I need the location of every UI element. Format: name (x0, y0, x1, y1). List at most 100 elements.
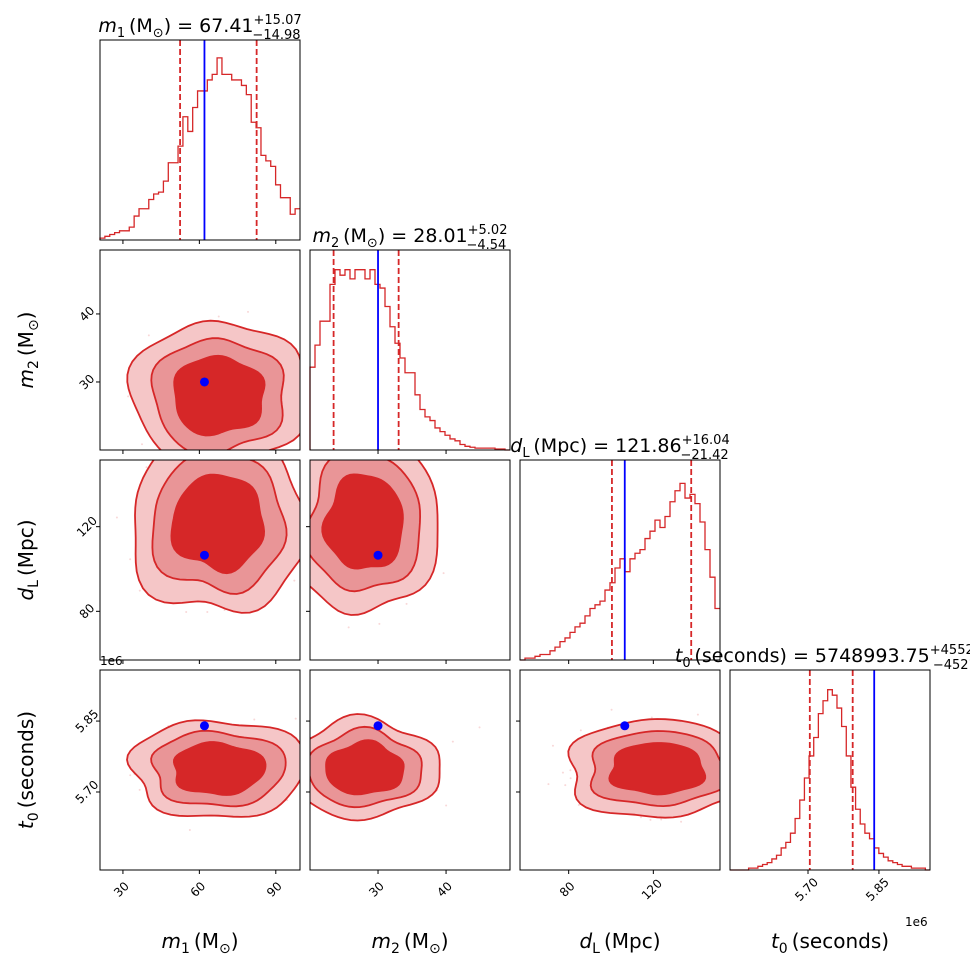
sample-point (660, 818, 663, 821)
sample-point (188, 828, 191, 831)
sample-point (739, 776, 741, 778)
density-1-3 (310, 713, 481, 822)
label-subscript: L (592, 941, 600, 957)
sample-point (649, 818, 652, 821)
axes-frame (729, 669, 931, 871)
title-symbol: m (313, 225, 332, 247)
label-symbol: t (771, 929, 780, 953)
histogram-0 (99, 57, 300, 240)
y-axis-label-1: m2 (M⊙) (14, 311, 42, 388)
sample-point (217, 315, 220, 318)
density-0-3 (126, 717, 300, 831)
label-unit-end: ) (14, 311, 38, 319)
density-1-2 (276, 394, 445, 629)
sample-point (378, 622, 381, 625)
panel-0-2: 80 120 (74, 457, 308, 664)
x-tick-label: 30 (111, 879, 132, 900)
sample-point (303, 542, 305, 544)
sample-point (569, 777, 572, 780)
label-subscript: L (26, 580, 42, 588)
sample-point (294, 717, 297, 720)
title-minus-error: −21.42 (681, 448, 729, 463)
title-value: = 121.86 (587, 435, 681, 457)
sample-point (276, 454, 278, 456)
contour-inner (172, 741, 267, 796)
truth-point (373, 550, 383, 560)
panel-1-1: m2 (M⊙) = 28.01+5.02 −4.54 (309, 223, 511, 454)
y-tick-label: 30 (77, 372, 98, 393)
title-subscript: L (522, 446, 530, 461)
label-symbol: t (14, 820, 38, 829)
label-unit: (M (190, 929, 219, 953)
sample-point (306, 519, 308, 521)
density-0-1 (126, 310, 310, 455)
title-unit: (M (125, 15, 153, 37)
label-unit: (M (14, 331, 38, 360)
sample-point (579, 729, 582, 732)
sample-point (650, 716, 653, 719)
title-value: = 28.01 (385, 225, 467, 247)
title-symbol: m (98, 15, 117, 37)
sample-point (138, 589, 141, 592)
histogram-1 (309, 269, 510, 451)
sample-point (141, 443, 144, 446)
sample-point (739, 754, 741, 756)
title-plus-error: +16.04 (682, 433, 730, 448)
title-unit-sub: ⊙ (153, 26, 164, 41)
sample-point (93, 550, 95, 552)
sample-point (145, 466, 148, 469)
x-tick-label: 30 (366, 879, 387, 900)
sample-point (696, 713, 699, 716)
sample-point (304, 525, 306, 527)
density-2-3 (547, 708, 748, 823)
axes-frame (99, 249, 301, 451)
label-subscript: 1 (181, 941, 190, 957)
y-tick-label: 120 (74, 514, 100, 540)
sample-point (235, 453, 237, 455)
truth-point (199, 550, 209, 560)
panel-0-0: m1 (M⊙) = 67.41+15.07 −14.98 (98, 13, 302, 244)
sample-point (746, 775, 748, 777)
panel-2-3: 80 120 (516, 669, 748, 902)
panel-1-2 (276, 394, 511, 664)
x-axis-label-3: t0 (seconds) (771, 929, 889, 957)
sample-point (551, 744, 554, 747)
axes-frame (99, 459, 301, 661)
truth-point (199, 377, 209, 387)
sample-point (561, 771, 564, 774)
label-unit: (Mpc) (600, 929, 661, 953)
sample-point (346, 447, 348, 449)
title-unit-end: ) (378, 225, 385, 247)
panel-title-1: m2 (M⊙) = 28.01+5.02 −4.54 (313, 223, 508, 253)
sample-point (255, 453, 257, 455)
sample-point (253, 718, 256, 721)
sample-point (577, 804, 580, 807)
contour-inner (170, 473, 266, 575)
title-unit: (seconds) (691, 645, 787, 667)
sample-point (178, 457, 180, 459)
offset-label-y-row4: 1e6 (100, 654, 123, 668)
sample-point (564, 784, 567, 787)
sample-point (724, 737, 726, 739)
x-tick-label: 5.70 (792, 875, 821, 904)
sample-point (301, 494, 303, 496)
sample-point (610, 708, 613, 711)
panel-title-3: t0 (seconds) = 5748993.75+45521−45213 (675, 643, 970, 673)
title-minus-error: −14.98 (252, 28, 300, 43)
contour-inner (321, 473, 404, 570)
sample-point (346, 394, 348, 396)
y-axis-label-2: dL (Mpc) (14, 519, 42, 600)
panel-1-3: 30 40 (306, 669, 511, 900)
label-unit-subscript: ⊙ (219, 941, 231, 957)
sample-point (733, 786, 735, 788)
title-subscript: 2 (331, 236, 339, 251)
title-unit: (M (339, 225, 367, 247)
label-symbol: m (371, 929, 390, 953)
x-tick-label: 5.85 (863, 875, 892, 904)
axes-frame (519, 669, 721, 871)
panel-3-3: t0 (seconds) = 5748993.75+45521−45213 5.7… (675, 643, 970, 904)
sample-point (293, 579, 296, 582)
label-unit: (seconds) (788, 929, 889, 953)
sample-point (308, 374, 310, 376)
